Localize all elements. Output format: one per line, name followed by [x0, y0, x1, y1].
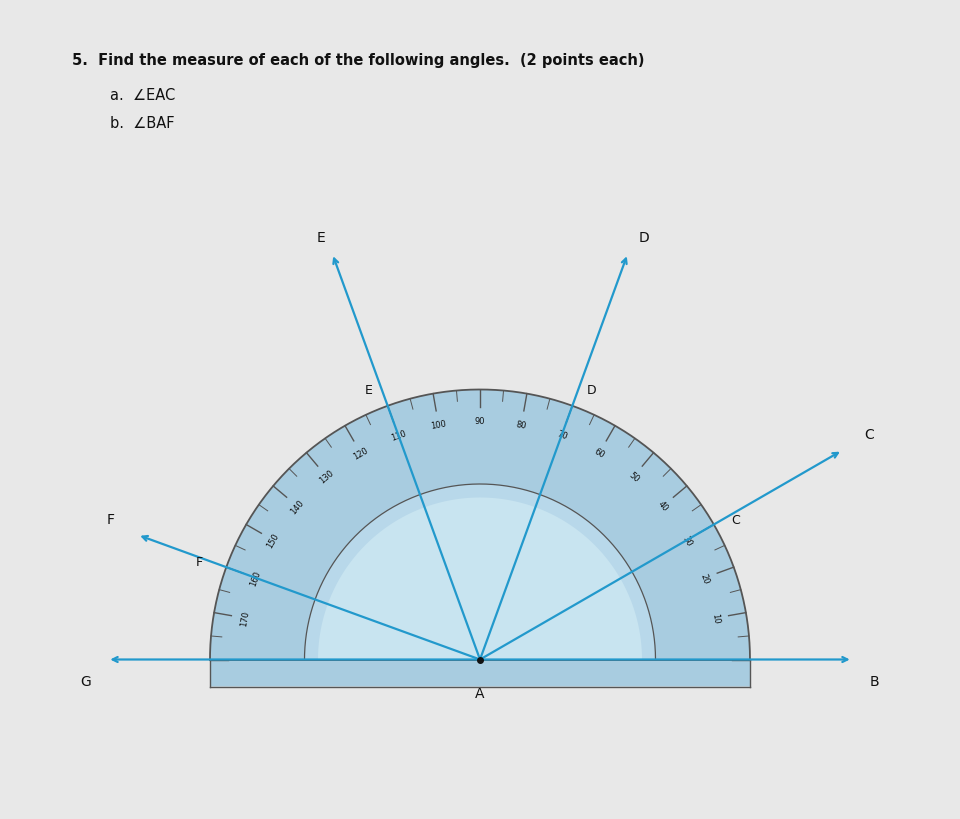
Text: 170: 170: [239, 609, 251, 627]
Text: 70: 70: [555, 429, 568, 441]
Text: a.  ∠EAC: a. ∠EAC: [110, 88, 176, 102]
Text: 80: 80: [516, 419, 527, 430]
Text: D: D: [587, 383, 596, 396]
Text: 130: 130: [318, 468, 335, 486]
Text: 40: 40: [657, 500, 670, 514]
Text: 30: 30: [681, 533, 693, 547]
Text: 60: 60: [592, 446, 607, 459]
Text: 90: 90: [475, 417, 485, 426]
Text: D: D: [638, 231, 649, 245]
Polygon shape: [210, 390, 750, 686]
Text: 50: 50: [627, 470, 640, 484]
Text: 140: 140: [288, 497, 305, 515]
Text: b.  ∠BAF: b. ∠BAF: [110, 116, 175, 131]
Text: 160: 160: [249, 569, 262, 587]
Text: 10: 10: [710, 613, 721, 624]
Text: 20: 20: [699, 572, 710, 585]
Text: F: F: [196, 555, 203, 568]
Text: E: E: [365, 383, 372, 396]
Text: 150: 150: [265, 532, 281, 550]
Text: A: A: [475, 686, 485, 700]
Text: 5.  Find the measure of each of the following angles.  (2 points each): 5. Find the measure of each of the follo…: [72, 53, 644, 68]
Text: 100: 100: [430, 419, 447, 431]
Text: 110: 110: [390, 428, 407, 442]
Text: G: G: [81, 674, 91, 688]
Text: B: B: [870, 674, 879, 688]
Text: C: C: [732, 513, 740, 526]
Polygon shape: [318, 498, 642, 659]
Text: C: C: [865, 428, 875, 441]
Text: 120: 120: [351, 446, 370, 461]
Polygon shape: [304, 484, 656, 659]
Text: E: E: [317, 231, 325, 245]
Text: F: F: [107, 512, 114, 526]
